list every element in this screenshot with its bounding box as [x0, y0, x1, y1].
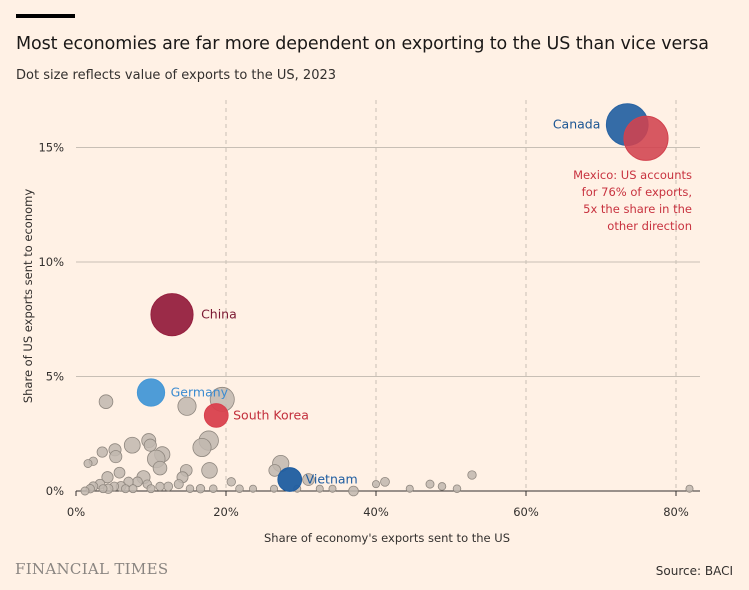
other-economy-point	[177, 396, 197, 416]
other-economy-point	[113, 466, 126, 479]
other-economy-point	[315, 484, 324, 493]
source-note: Source: BACI	[655, 564, 733, 578]
y-tick-label: 15%	[38, 141, 64, 155]
other-economy-point	[163, 481, 174, 492]
mexico-point	[623, 115, 669, 161]
other-economy-point	[96, 446, 108, 458]
other-economy-point	[270, 484, 278, 493]
brand-bar	[16, 14, 75, 18]
other-economy-point	[192, 437, 212, 458]
germany-point	[136, 378, 166, 407]
other-economy-point	[201, 462, 218, 479]
china-point	[150, 293, 194, 337]
other-economy-point	[109, 450, 123, 464]
other-economy-point	[348, 485, 359, 497]
x-axis-label: Share of economy's exports sent to the U…	[263, 531, 511, 545]
x-tick-label: 0%	[67, 505, 85, 519]
other-economy-point	[146, 484, 156, 494]
vietnam-label: Vietnam	[306, 472, 358, 487]
other-economy-point	[405, 484, 414, 493]
vietnam-point	[277, 467, 303, 492]
chart-subtitle: Dot size reflects value of exports to th…	[16, 68, 337, 83]
other-economy-point	[452, 484, 462, 493]
x-tick-label: 40%	[363, 505, 389, 519]
other-economy-point	[195, 484, 206, 494]
other-economy-point	[98, 394, 114, 409]
other-economy-point	[467, 470, 477, 480]
other-economy-point	[80, 486, 90, 496]
mexico-annotation-line-2: for 76% of exports,	[581, 185, 692, 199]
other-economy-point	[173, 479, 184, 490]
other-economy-point	[185, 484, 195, 493]
other-economy-point	[128, 484, 138, 494]
china-label: China	[201, 307, 237, 322]
other-economy-point	[268, 464, 282, 477]
other-economy-point	[155, 481, 165, 492]
mexico-annotation-line-4: other direction	[607, 219, 692, 233]
other-economy-point	[372, 480, 380, 489]
south-korea-label: South Korea	[233, 407, 309, 422]
other-economy-point	[143, 438, 157, 452]
y-tick-label: 10%	[38, 255, 64, 269]
other-economy-point	[235, 484, 244, 493]
canada-label: Canada	[553, 117, 601, 132]
other-economy-point	[123, 436, 141, 454]
other-economy-point	[226, 477, 236, 487]
x-tick-label: 80%	[663, 505, 689, 519]
other-economy-point	[425, 479, 435, 489]
x-tick-label: 20%	[213, 505, 239, 519]
y-tick-label: 0%	[46, 484, 64, 498]
x-tick-label: 60%	[513, 505, 539, 519]
other-economy-point	[249, 484, 257, 493]
other-economy-point	[437, 482, 447, 491]
other-economy-point	[328, 484, 337, 493]
other-economy-point	[209, 484, 218, 493]
y-tick-label: 5%	[46, 370, 64, 384]
other-economy-point	[83, 459, 93, 468]
other-economy-point	[101, 471, 114, 484]
other-economy-point	[152, 460, 168, 476]
financial-times-logo: FINANCIAL TIMES	[15, 560, 169, 578]
other-economy-point	[380, 477, 390, 487]
south-korea-point	[203, 403, 229, 428]
mexico-annotation-line-1: Mexico: US accounts	[573, 168, 692, 182]
other-economy-point	[302, 473, 315, 486]
germany-label: Germany	[171, 385, 229, 400]
mexico-annotation-line-3: 5x the share in the	[583, 202, 692, 216]
other-economy-point	[685, 484, 694, 493]
y-axis-label: Share of US exports sent to economy	[21, 188, 35, 404]
chart-title: Most economies are far more dependent on…	[16, 34, 709, 54]
other-economy-point	[121, 484, 130, 494]
other-economy-point	[98, 484, 108, 494]
